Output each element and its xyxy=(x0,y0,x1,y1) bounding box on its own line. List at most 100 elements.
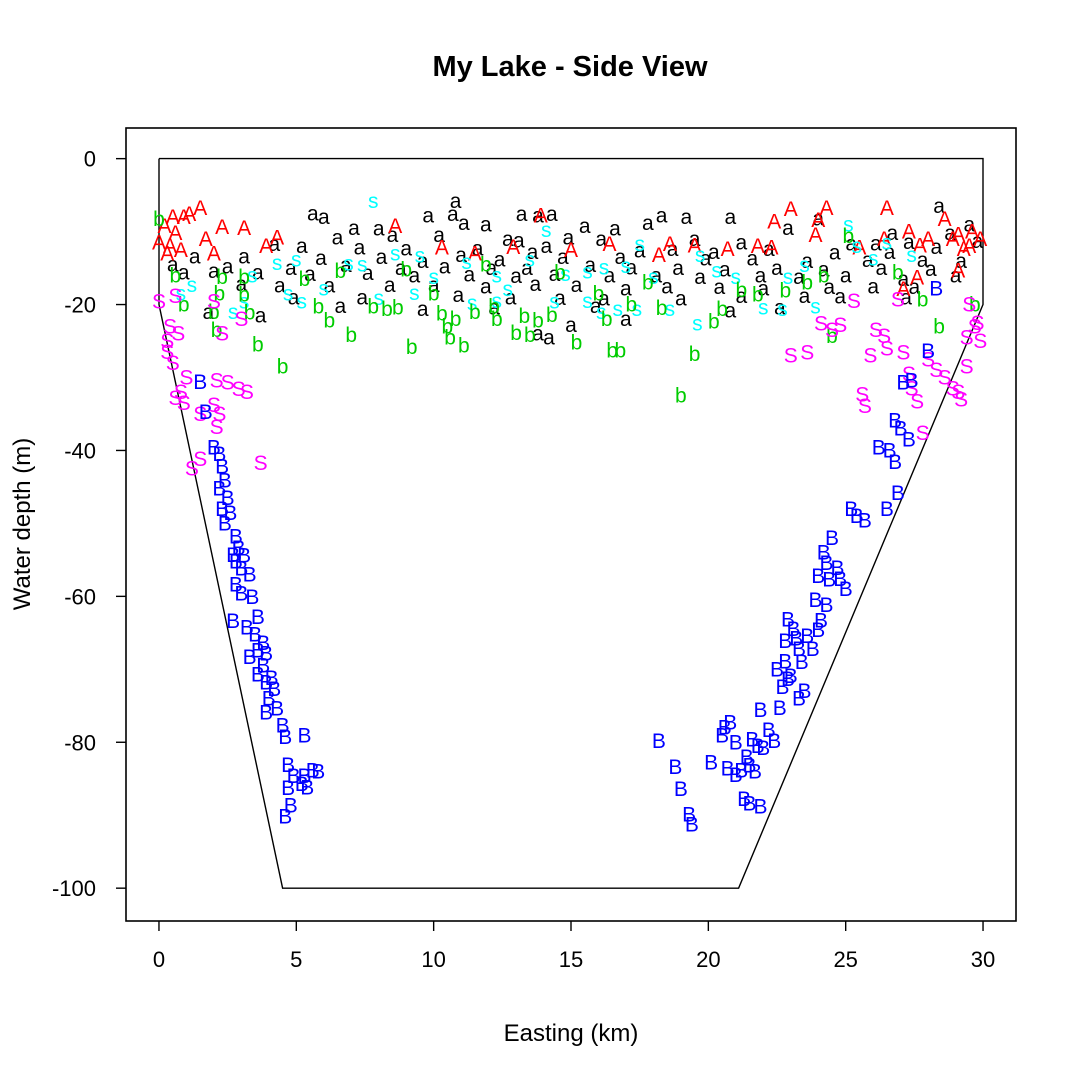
data-point-s: s xyxy=(596,301,607,324)
data-point-B: B xyxy=(740,746,754,769)
data-point-b: b xyxy=(323,310,335,333)
data-point-b: b xyxy=(488,296,500,319)
y-tick-label: -80 xyxy=(64,730,96,755)
data-point-B: B xyxy=(674,778,688,801)
data-point-S: S xyxy=(207,291,221,314)
data-point-B: B xyxy=(872,437,886,460)
data-point-B: B xyxy=(742,755,756,778)
data-point-a: a xyxy=(304,263,316,286)
data-point-s: s xyxy=(621,255,632,278)
data-point-B: B xyxy=(745,728,759,751)
data-point-a: a xyxy=(700,248,712,271)
data-point-B: B xyxy=(718,717,732,740)
data-point-S: S xyxy=(193,403,207,426)
data-point-s: s xyxy=(461,251,472,274)
data-point-S: S xyxy=(970,312,984,335)
data-point-B: B xyxy=(929,278,943,301)
data-point-S: S xyxy=(221,372,235,395)
data-point-b: b xyxy=(214,283,226,306)
data-point-B: B xyxy=(278,726,292,749)
data-point-a: a xyxy=(422,205,434,228)
data-point-a: a xyxy=(450,190,462,213)
data-point-A: A xyxy=(973,228,987,251)
data-point-a: a xyxy=(771,257,783,280)
data-point-s: s xyxy=(599,256,610,279)
data-point-B: B xyxy=(734,760,748,783)
data-point-B: B xyxy=(723,712,737,735)
data-point-A: A xyxy=(182,203,196,226)
data-point-s: s xyxy=(612,298,623,321)
data-point-a: a xyxy=(689,228,701,251)
data-point-a: a xyxy=(480,275,492,298)
data-point-a: a xyxy=(332,226,344,249)
data-point-a: a xyxy=(480,213,492,236)
data-point-s: s xyxy=(283,283,294,306)
data-point-a: a xyxy=(972,230,984,253)
data-point-a: a xyxy=(532,323,544,346)
data-point-b: b xyxy=(826,325,838,348)
data-point-A: A xyxy=(721,238,735,261)
data-point-a: a xyxy=(681,206,693,229)
data-point-a: a xyxy=(400,237,412,260)
data-point-a: a xyxy=(713,276,725,299)
data-point-a: a xyxy=(903,231,915,254)
data-point-a: a xyxy=(887,222,899,245)
data-point-a: a xyxy=(554,287,566,310)
data-point-A: A xyxy=(910,267,924,290)
y-tick-label: -60 xyxy=(64,584,96,609)
data-point-b: b xyxy=(208,301,220,324)
data-point-S: S xyxy=(210,369,224,392)
data-point-S: S xyxy=(869,319,883,342)
data-point-a: a xyxy=(562,226,574,249)
data-point-S: S xyxy=(916,422,930,445)
data-point-a: a xyxy=(222,256,234,279)
data-point-a: a xyxy=(417,250,429,273)
data-point-a: a xyxy=(354,237,366,260)
data-point-S: S xyxy=(938,367,952,390)
data-point-a: a xyxy=(356,286,368,309)
data-point-b: b xyxy=(480,253,492,276)
data-point-b: b xyxy=(400,259,412,282)
data-point-a: a xyxy=(812,208,824,231)
data-point-b: b xyxy=(601,308,613,331)
data-point-a: a xyxy=(203,301,215,324)
data-point-b: b xyxy=(615,340,627,363)
data-point-a: a xyxy=(288,286,300,309)
data-point-a: a xyxy=(757,278,769,301)
data-point-b: b xyxy=(252,334,264,357)
data-point-a: a xyxy=(870,232,882,255)
data-point-S: S xyxy=(833,314,847,337)
data-point-b: b xyxy=(367,296,379,319)
data-point-a: a xyxy=(656,205,668,228)
data-point-a: a xyxy=(944,222,956,245)
data-point-a: a xyxy=(543,326,555,349)
data-point-b: b xyxy=(153,208,165,231)
data-point-b: b xyxy=(626,294,638,317)
data-point-A: A xyxy=(764,237,778,260)
data-point-a: a xyxy=(208,260,220,283)
y-tick-label: -40 xyxy=(64,438,96,463)
data-point-b: b xyxy=(571,332,583,355)
data-point-A: A xyxy=(468,243,482,266)
data-point-B: B xyxy=(199,401,213,424)
data-point-B: B xyxy=(814,609,828,632)
data-point-s: s xyxy=(868,248,879,271)
data-point-a: a xyxy=(502,228,514,251)
data-point-B: B xyxy=(844,498,858,521)
data-point-B: B xyxy=(243,646,257,669)
data-point-a: a xyxy=(334,295,346,318)
data-point-B: B xyxy=(306,760,320,783)
data-point-a: a xyxy=(540,235,552,258)
data-point-S: S xyxy=(814,313,828,336)
data-point-S: S xyxy=(905,377,919,400)
data-point-S: S xyxy=(954,388,968,411)
data-point-B: B xyxy=(284,795,298,818)
data-point-B: B xyxy=(212,477,226,500)
data-point-b: b xyxy=(244,302,256,325)
data-point-s: s xyxy=(409,282,420,305)
data-point-B: B xyxy=(229,526,243,549)
data-point-B: B xyxy=(902,429,916,452)
data-point-A: A xyxy=(852,237,866,260)
data-point-S: S xyxy=(960,326,974,349)
data-point-B: B xyxy=(229,550,243,573)
